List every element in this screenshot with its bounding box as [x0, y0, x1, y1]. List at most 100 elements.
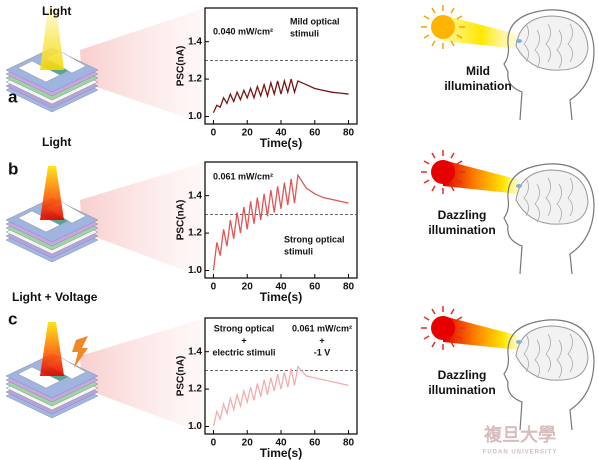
y-tick-label: 1.4 [188, 190, 202, 201]
sun-ray [450, 185, 455, 192]
x-tick-label: 0 [211, 438, 217, 449]
electrode [17, 60, 61, 83]
x-tick-label: 80 [343, 438, 355, 449]
eye [516, 340, 522, 344]
annotation: 0.061 mW/cm² [213, 171, 273, 181]
illustrations: aLightMildilluminationbLightDazzlingillu… [5, 4, 595, 456]
sun-ray [456, 160, 463, 165]
light-beam [443, 15, 520, 49]
data-line [212, 173, 349, 271]
sun [431, 15, 455, 39]
y-tick-label: 1.4 [188, 36, 202, 47]
sun-ray [423, 179, 430, 184]
sun-ray [423, 335, 430, 340]
brain-fold [556, 183, 562, 223]
data-line [212, 78, 349, 114]
x-tick-label: 60 [309, 128, 321, 139]
sun-ray [423, 34, 430, 39]
annotation: stimuli [290, 28, 319, 38]
sun-ray [450, 341, 455, 348]
sun-ray [431, 185, 436, 192]
x-axis-label: Time(s) [260, 290, 302, 304]
annotation: + [319, 335, 324, 345]
watermark: 複旦大學 [483, 424, 556, 445]
x-axis-label: Time(s) [260, 136, 302, 150]
brain-fold [556, 29, 562, 69]
brain-fold [545, 23, 551, 63]
illumination-label: illumination [428, 383, 495, 397]
sun-ray [423, 15, 430, 20]
y-tick-label: 1.0 [188, 265, 202, 276]
illumination-label: Mild [466, 64, 490, 78]
annotation: 0.061 mW/cm² [292, 323, 352, 333]
light-beam [443, 316, 520, 350]
panel-label: a [8, 87, 18, 106]
illumination-label: illumination [428, 223, 495, 237]
sun-ray [450, 152, 455, 159]
illumination-label: illumination [444, 79, 511, 93]
panel-label: c [8, 309, 17, 328]
y-tick-label: 1.2 [188, 74, 202, 85]
annotation: stimuli [284, 246, 313, 256]
y-axis-label: PSC(nA) [176, 356, 187, 397]
illumination-label: Dazzling [438, 208, 487, 222]
head-outline [503, 9, 595, 121]
sun-ray [450, 308, 455, 315]
brain-fold [523, 177, 529, 217]
annotation: 0.040 mW/cm² [213, 26, 273, 36]
brain-fold [556, 339, 562, 379]
light-funnel [80, 162, 205, 278]
x-tick-label: 0 [211, 128, 217, 139]
sun-ray [456, 316, 463, 321]
brain-fold [534, 339, 540, 379]
sun [431, 316, 455, 340]
y-tick-label: 1.4 [188, 346, 202, 357]
sun-ray [431, 40, 436, 47]
light-cone [40, 166, 64, 220]
sun-ray [431, 308, 436, 315]
sun-ray [456, 15, 463, 20]
sun-ray [456, 335, 463, 340]
brain-fold [545, 333, 551, 373]
x-tick-label: 40 [275, 438, 287, 449]
sun-ray [456, 34, 463, 39]
x-tick-label: 20 [242, 128, 254, 139]
brain-fold [567, 177, 573, 217]
sun-ray [423, 316, 430, 321]
x-tick-label: 20 [242, 438, 254, 449]
plot-frame [204, 317, 358, 435]
eye [516, 184, 522, 188]
light-funnel [80, 8, 205, 124]
sun-ray [456, 179, 463, 184]
x-tick-label: 80 [343, 128, 355, 139]
annotation: Strong optical [284, 234, 345, 244]
head-outline [503, 319, 595, 431]
x-tick-label: 0 [211, 282, 217, 293]
sun [431, 160, 455, 184]
annotation: -1 V [314, 347, 331, 357]
x-tick-label: 40 [275, 128, 287, 139]
plot-frame [204, 7, 358, 125]
brain-fold [523, 333, 529, 373]
brain [515, 325, 589, 381]
x-axis-label: Time(s) [260, 446, 302, 460]
y-axis-label: PSC(nA) [176, 200, 187, 241]
y-tick-label: 1.0 [188, 421, 202, 432]
sun-ray [423, 160, 430, 165]
y-tick-label: 1.2 [188, 384, 202, 395]
light-cone [40, 8, 64, 70]
head-outline [503, 163, 595, 275]
sun-ray [431, 152, 436, 159]
light-label: Light + Voltage [12, 290, 98, 304]
x-tick-label: 80 [343, 282, 355, 293]
illumination-label: Dazzling [438, 368, 487, 382]
brain [515, 15, 589, 71]
x-tick-label: 60 [309, 438, 321, 449]
brain-fold [567, 23, 573, 63]
watermark: FUDAN UNIVERSITY [483, 450, 558, 456]
electrode [17, 210, 61, 233]
brain [515, 169, 589, 225]
electrode [17, 366, 61, 389]
annotation: Mild optical [290, 16, 340, 26]
